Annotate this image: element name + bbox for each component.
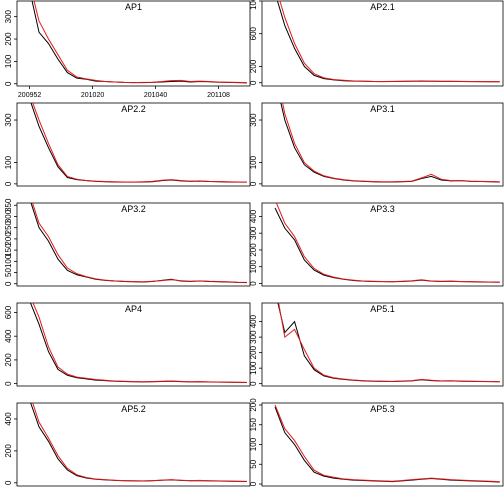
y-tick-label: 0 (249, 281, 258, 286)
y-tick-label: 100 (249, 437, 258, 451)
x-tick-label: 201040 (144, 92, 167, 99)
series-line (276, 1, 500, 83)
panel: 0 200 400 AP5.2 (4, 402, 251, 487)
panel: 0 100 200 300 200952 201020 201040 201108 AP1 (4, 0, 251, 99)
y-tick-label: 400 (249, 209, 258, 223)
panel-title: AP3.3 (370, 204, 395, 214)
y-tick-label: 0 (249, 80, 258, 85)
y-tick-label: 400 (249, 314, 258, 328)
series-line (32, 403, 247, 482)
y-tick-label: 100 (4, 54, 13, 68)
y-tick-label: 100 (4, 155, 13, 169)
panel: 0 100 300 AP2.2 (4, 102, 251, 187)
panel-title: AP2.2 (121, 104, 146, 114)
y-tick-label: 300 (4, 209, 13, 223)
y-tick-label: 0 (4, 480, 13, 485)
y-tick-label: 300 (249, 226, 258, 240)
y-tick-label: 200 (4, 232, 13, 246)
series-line (278, 303, 500, 383)
plot-frame (261, 402, 504, 487)
y-tick-label: 0 (249, 481, 258, 486)
y-tick-label: 200 (4, 32, 13, 46)
series-line (32, 103, 247, 183)
panel: 0 100 300 AP3.1 (249, 102, 504, 187)
y-tick-label: 300 (4, 9, 13, 23)
plot-frame (261, 302, 504, 387)
y-tick-label: 300 (249, 330, 258, 344)
panel-title: AP2.1 (370, 2, 395, 12)
series-line (275, 203, 500, 283)
plot-frame (16, 402, 251, 487)
y-tick-label: 200 (249, 243, 258, 257)
series-line (33, 1, 247, 84)
plot-frame (261, 202, 504, 287)
x-tick-label: 201108 (207, 92, 230, 99)
y-tick-label: 0 (249, 381, 258, 386)
plot-frame (16, 102, 251, 187)
y-tick-label: 200 (4, 353, 13, 367)
y-tick-label: 0 (4, 281, 13, 286)
y-tick-label: 200 (249, 345, 258, 359)
y-tick-label: 100 (249, 259, 258, 273)
y-tick-label: 300 (249, 113, 258, 127)
y-tick-label: 100 (249, 155, 258, 169)
plot-frame (16, 302, 251, 387)
series-line (31, 203, 247, 283)
y-tick-label: 200 (249, 59, 258, 73)
panel-title: AP5.2 (121, 404, 146, 414)
series-line (32, 303, 247, 383)
panel: 0 200 600 1000 AP2.1 (249, 0, 504, 87)
y-tick-label: 50 (249, 459, 258, 468)
y-tick-label: 600 (4, 305, 13, 319)
series-line (274, 207, 500, 283)
panel-title: AP5.1 (370, 304, 395, 314)
y-tick-label: 400 (4, 412, 13, 426)
plot-frame (261, 0, 504, 87)
y-tick-label: 150 (4, 243, 13, 257)
y-tick-label: 0 (4, 181, 13, 186)
panel-title: AP5.3 (370, 404, 395, 414)
y-tick-label: 600 (249, 26, 258, 40)
panel: 0 200 400 600 AP4 (4, 302, 251, 387)
y-tick-label: 0 (249, 181, 258, 186)
y-tick-label: 100 (249, 361, 258, 375)
y-tick-label: 350 (4, 198, 13, 212)
y-tick-label: 300 (4, 113, 13, 127)
y-tick-label: 250 (4, 220, 13, 234)
panel: 0 50 100 150 200 AP5.3 (249, 398, 504, 487)
y-tick-label: 0 (4, 381, 13, 386)
y-tick-label: 50 (4, 268, 13, 277)
panel: 0 100 200 300 400 AP3.3 (249, 202, 504, 287)
plot-frame (261, 102, 504, 187)
panel-title: AP3.1 (370, 104, 395, 114)
y-tick-label: 0 (4, 81, 13, 86)
plot-frame (16, 202, 251, 287)
series-line (31, 1, 247, 84)
panel-title: AP3.2 (121, 204, 146, 214)
panel-title: AP4 (125, 304, 142, 314)
y-tick-label: 1000 (249, 0, 258, 10)
y-tick-label: 150 (249, 418, 258, 432)
x-tick-label: 201020 (81, 92, 104, 99)
series-line (274, 406, 500, 483)
y-tick-label: 400 (4, 329, 13, 343)
x-tick-label: 200952 (18, 92, 41, 99)
series-line (282, 103, 500, 183)
panel-title: AP1 (125, 2, 142, 12)
y-tick-label: 100 (4, 254, 13, 268)
y-tick-label: 200 (249, 398, 258, 412)
y-tick-label: 200 (4, 444, 13, 458)
series-line (279, 1, 500, 83)
series-line (274, 404, 500, 483)
plot-frame (16, 0, 251, 87)
